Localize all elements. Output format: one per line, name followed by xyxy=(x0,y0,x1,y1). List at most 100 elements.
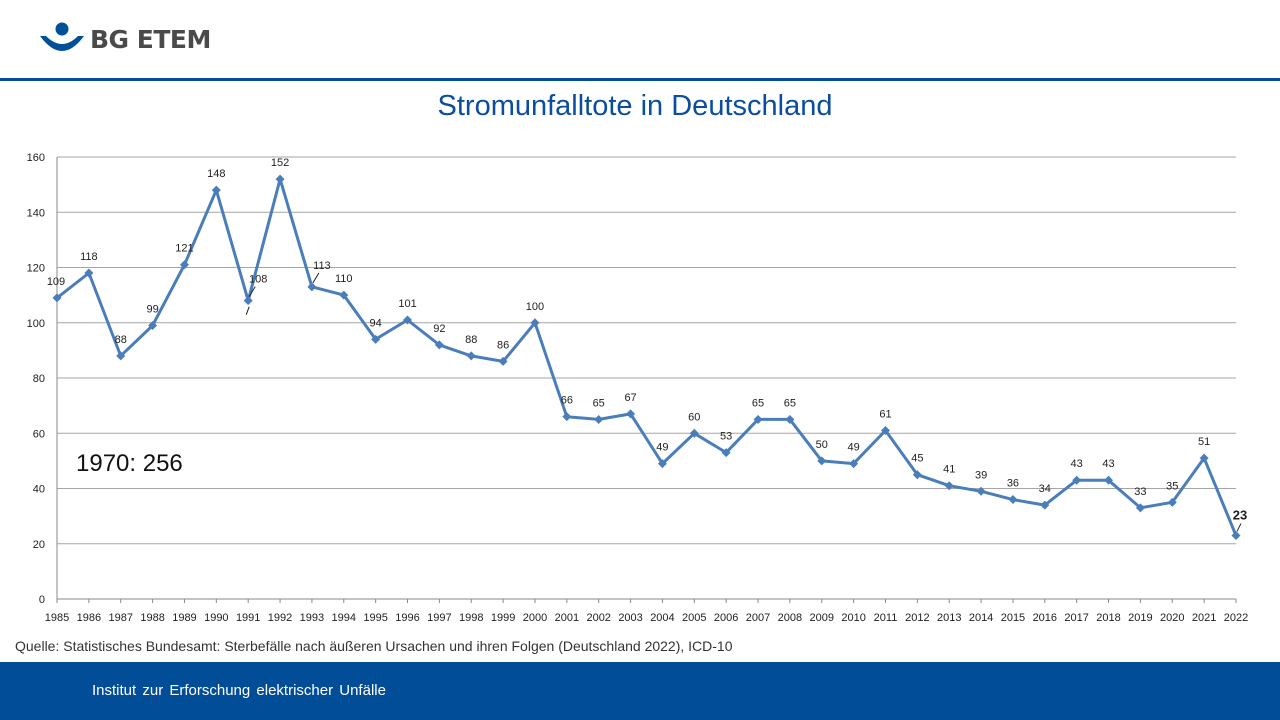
x-tick-label: 1987 xyxy=(108,612,132,624)
data-label: 65 xyxy=(784,397,796,409)
data-point xyxy=(1135,503,1145,513)
data-label: 61 xyxy=(879,408,891,420)
data-label-leader xyxy=(312,272,320,284)
x-tick-label: 1995 xyxy=(363,612,387,624)
data-point xyxy=(1104,475,1114,485)
x-tick-label: 2000 xyxy=(523,612,547,624)
data-label: 121 xyxy=(175,243,193,255)
data-label: 67 xyxy=(624,392,636,404)
x-tick-label: 2008 xyxy=(778,612,802,624)
data-label: 35 xyxy=(1166,480,1178,492)
data-point xyxy=(434,340,444,350)
x-tick-label: 2007 xyxy=(746,612,770,624)
data-label: 36 xyxy=(1007,478,1019,490)
x-tick-label: 1985 xyxy=(45,612,69,624)
data-label: 45 xyxy=(911,453,923,465)
x-tick-label: 1989 xyxy=(172,612,196,624)
data-point xyxy=(1040,500,1050,510)
data-point xyxy=(1231,530,1241,540)
x-tick-label: 2015 xyxy=(1001,612,1025,624)
data-label: 50 xyxy=(816,439,828,451)
data-point xyxy=(371,334,381,344)
x-tick-label: 1988 xyxy=(140,612,164,624)
data-label: 60 xyxy=(688,411,700,423)
data-label: 53 xyxy=(720,431,732,443)
x-tick-label: 2012 xyxy=(905,612,929,624)
data-label: 34 xyxy=(1039,483,1051,495)
x-tick-label: 2020 xyxy=(1160,612,1184,624)
bg-etem-logo-icon xyxy=(40,22,84,51)
data-label: 49 xyxy=(656,442,668,454)
data-point xyxy=(912,470,922,480)
data-label: 43 xyxy=(1071,458,1083,470)
x-tick-label: 2004 xyxy=(650,612,674,624)
x-tick-label: 2014 xyxy=(969,612,993,624)
data-point xyxy=(626,409,636,419)
data-point xyxy=(498,356,508,366)
data-point xyxy=(562,412,572,422)
x-tick-label: 1990 xyxy=(204,612,228,624)
x-tick-label: 1998 xyxy=(459,612,483,624)
data-point xyxy=(243,296,253,306)
data-point xyxy=(944,481,954,491)
x-tick-label: 1986 xyxy=(77,612,101,624)
chart-title: Stromunfalltote in Deutschland xyxy=(437,90,833,122)
data-point xyxy=(1167,497,1177,507)
data-label: 148 xyxy=(207,168,225,180)
y-tick-label: 20 xyxy=(33,539,45,551)
data-label: 43 xyxy=(1102,458,1114,470)
y-tick-label: 100 xyxy=(27,318,45,330)
data-label: 152 xyxy=(271,157,289,169)
data-point xyxy=(148,321,158,331)
data-point xyxy=(976,486,986,496)
data-point xyxy=(1199,453,1209,463)
data-label: 99 xyxy=(146,304,158,316)
x-tick-label: 1994 xyxy=(332,612,356,624)
brand-name: BG ETEM xyxy=(90,25,211,54)
y-tick-label: 60 xyxy=(33,428,45,440)
data-point xyxy=(211,185,221,195)
data-label-leader xyxy=(1236,523,1242,532)
x-tick-label: 1996 xyxy=(395,612,419,624)
x-tick-label: 2002 xyxy=(586,612,610,624)
data-label: 88 xyxy=(115,334,127,346)
x-tick-label: 1997 xyxy=(427,612,451,624)
x-tick-label: 2009 xyxy=(810,612,834,624)
data-point xyxy=(785,414,795,424)
data-point xyxy=(689,428,699,438)
x-tick-label: 2001 xyxy=(555,612,579,624)
data-label: 88 xyxy=(465,334,477,346)
line-chart: 0 20 40 60 80 100 120 140 160 1985 1986 1987 1988 198… xyxy=(27,152,1249,624)
data-point xyxy=(530,318,540,328)
data-label: 41 xyxy=(943,464,955,476)
data-label: 65 xyxy=(593,397,605,409)
x-tick-label: 1999 xyxy=(491,612,515,624)
data-point xyxy=(753,414,763,424)
series-line xyxy=(56,177,1238,537)
data-label-leader xyxy=(248,286,256,297)
data-point xyxy=(84,268,94,278)
x-tick-label: 1991 xyxy=(236,612,260,624)
data-label: 86 xyxy=(497,339,509,351)
data-label: 65 xyxy=(752,397,764,409)
data-point xyxy=(116,351,126,361)
y-tick-label: 0 xyxy=(39,594,45,606)
source-note: Quelle: Statistisches Bundesamt: Sterbef… xyxy=(15,638,733,654)
x-tick-label: 1992 xyxy=(268,612,292,624)
data-label: 108 xyxy=(249,274,267,286)
data-point xyxy=(403,315,413,325)
x-tick-label: 2005 xyxy=(682,612,706,624)
data-label: 109 xyxy=(47,276,65,288)
x-tick-label: 2013 xyxy=(937,612,961,624)
data-point xyxy=(849,459,859,469)
header: BG ETEM xyxy=(0,0,1280,82)
y-tick-label: 40 xyxy=(33,484,45,496)
data-label: 92 xyxy=(433,323,445,335)
data-point xyxy=(1008,495,1018,505)
x-tick-label: 2003 xyxy=(618,612,642,624)
footer-text: Institut zur Erforschung elektrischer Un… xyxy=(92,682,386,699)
x-tick-label: 2018 xyxy=(1096,612,1120,624)
data-point xyxy=(880,425,890,435)
data-point xyxy=(52,293,62,303)
data-label: 113 xyxy=(313,260,331,272)
